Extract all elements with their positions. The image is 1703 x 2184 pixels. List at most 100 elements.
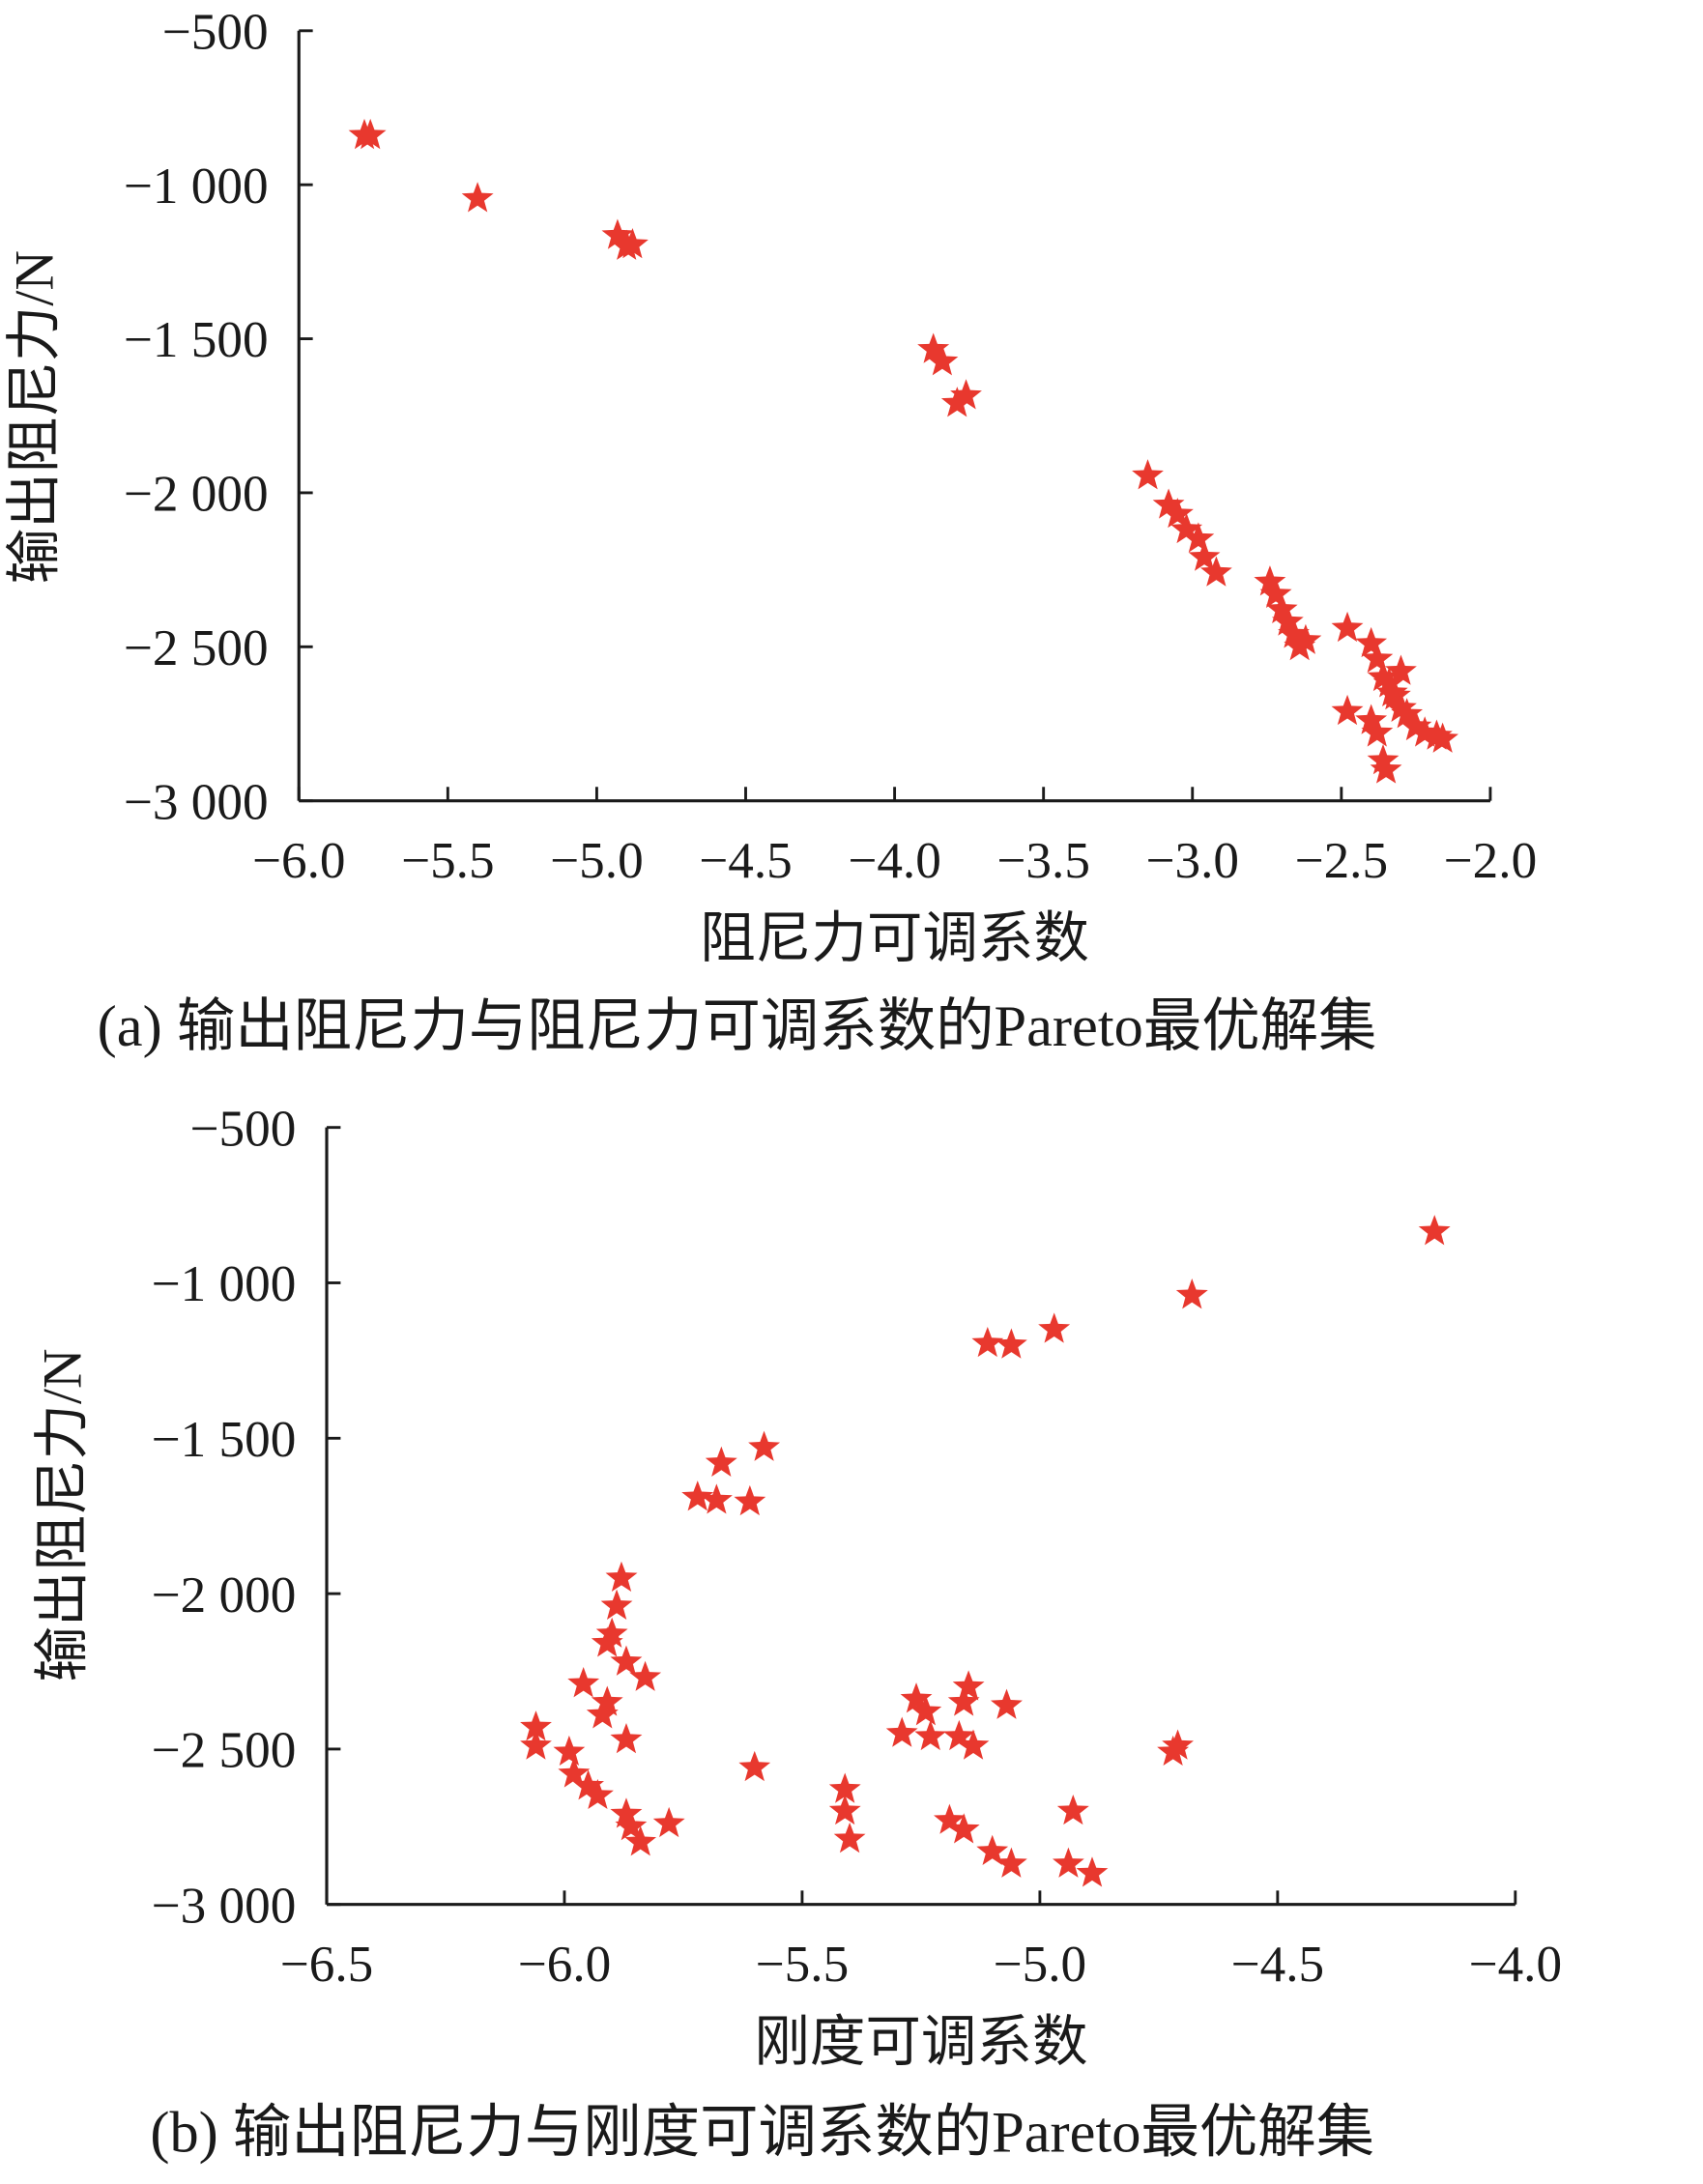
data-point [705, 1446, 737, 1477]
data-point [748, 1430, 781, 1461]
y-tick-label: −500 [162, 4, 269, 61]
data-point [976, 1834, 1009, 1866]
x-tick-label: −6.0 [518, 1936, 612, 1993]
x-tick-label: −5.0 [994, 1936, 1087, 1993]
x-tick-label: −4.5 [1231, 1936, 1325, 1993]
data-point [1385, 654, 1417, 685]
data-point [652, 1806, 685, 1838]
chart-b: −6.5 −6.0 −5.5 −5.0 −4.5 −4.0 −500 −1 000 −1 500… [32, 1100, 1562, 2165]
y-tick-label: −2 000 [152, 1566, 297, 1624]
data-point [947, 1685, 980, 1716]
y-tick-label: −1 000 [124, 158, 269, 215]
y-tick-label: −1 500 [152, 1411, 297, 1468]
y-tick-label: −2 500 [124, 619, 269, 676]
y-axis-label: 输出阻尼力/N [5, 250, 66, 584]
data-point [1355, 626, 1388, 658]
y-tick-label: −3 000 [124, 773, 269, 830]
data-point [828, 1772, 861, 1803]
data-point [1372, 667, 1405, 698]
x-tick-label: −3.0 [1146, 832, 1240, 889]
data-point [610, 1723, 643, 1754]
data-point [600, 1589, 633, 1621]
y-tick-label: −500 [190, 1100, 297, 1157]
data-point [914, 1719, 947, 1751]
data-point [1367, 743, 1400, 775]
data-point [1278, 618, 1310, 648]
x-tick-label: −3.5 [996, 832, 1090, 889]
y-tick-label: −1 500 [124, 311, 269, 368]
data-point [591, 1626, 623, 1657]
data-point [1400, 709, 1432, 741]
data-point [553, 1735, 586, 1767]
data-point [734, 1484, 766, 1516]
data-point [1152, 488, 1185, 519]
data-point [1361, 716, 1394, 747]
data-point [1259, 577, 1292, 609]
data-point [1038, 1312, 1071, 1343]
data-point [1385, 691, 1417, 722]
data-point [833, 1822, 866, 1854]
y-tick-label: −1 000 [152, 1255, 297, 1312]
chart-caption: (b) 输出阻尼力与刚度可调系数的Pareto最优解集 [150, 2101, 1374, 2166]
x-tick-label: −6.5 [280, 1936, 374, 1993]
data-point [1254, 565, 1286, 596]
y-tick-label: −2 500 [152, 1722, 297, 1779]
x-tick-label: −2.0 [1444, 832, 1538, 889]
data-point [520, 1710, 552, 1741]
data-point [1418, 1215, 1451, 1246]
data-point [1289, 623, 1322, 654]
data-point [586, 1698, 619, 1729]
data-point [1331, 694, 1364, 726]
data-point [947, 1813, 980, 1844]
x-axis-label: 刚度可调系数 [754, 2012, 1087, 2073]
data-point [1175, 1279, 1208, 1309]
data-point [581, 1778, 614, 1810]
x-tick-label: −5.0 [550, 832, 644, 889]
data-point [615, 1810, 648, 1841]
data-point [610, 1797, 643, 1828]
x-tick-label: −4.0 [1469, 1936, 1563, 1993]
data-point [1161, 497, 1194, 529]
data-point [909, 1695, 942, 1726]
data-point [934, 1803, 966, 1834]
data-point [700, 1483, 733, 1514]
data-point [591, 1685, 623, 1716]
data-point [957, 1729, 990, 1760]
data-point [996, 1328, 1027, 1359]
chart-caption: (a) 输出阻尼力与阻尼力可调系数的Pareto最优解集 [98, 994, 1377, 1059]
data-point [629, 1660, 662, 1691]
data-point [1056, 1794, 1089, 1825]
data-point [558, 1757, 591, 1788]
data-point [971, 1326, 1004, 1358]
data-point [1361, 642, 1394, 674]
x-axis-label: 阻尼力可调系数 [700, 908, 1089, 969]
data-point [572, 1769, 604, 1800]
data-point [595, 1617, 628, 1648]
data-point [1132, 459, 1164, 490]
y-tick-label: −3 000 [152, 1877, 297, 1934]
data-point [616, 228, 649, 259]
data-point [940, 387, 973, 417]
data-point [1162, 1729, 1194, 1760]
data-point [624, 1825, 657, 1856]
data-point [1200, 556, 1232, 587]
y-tick-label: −2 000 [124, 466, 269, 523]
data-point [900, 1682, 933, 1713]
data-point [1265, 592, 1298, 623]
data-point [681, 1480, 714, 1511]
data-point [354, 118, 387, 150]
x-tick-label: −4.5 [699, 832, 793, 889]
data-point [1076, 1856, 1109, 1887]
x-tick-label: −4.0 [848, 832, 941, 889]
data-point [610, 1645, 643, 1676]
data-point [601, 218, 634, 249]
data-point [567, 1667, 600, 1698]
data-point [738, 1750, 771, 1782]
data-point [828, 1794, 861, 1825]
data-point [926, 345, 959, 376]
y-axis-label: 输出阻尼力/N [32, 1348, 93, 1681]
data-point [461, 182, 494, 213]
data-point [1052, 1847, 1084, 1878]
data-point [1170, 512, 1203, 544]
